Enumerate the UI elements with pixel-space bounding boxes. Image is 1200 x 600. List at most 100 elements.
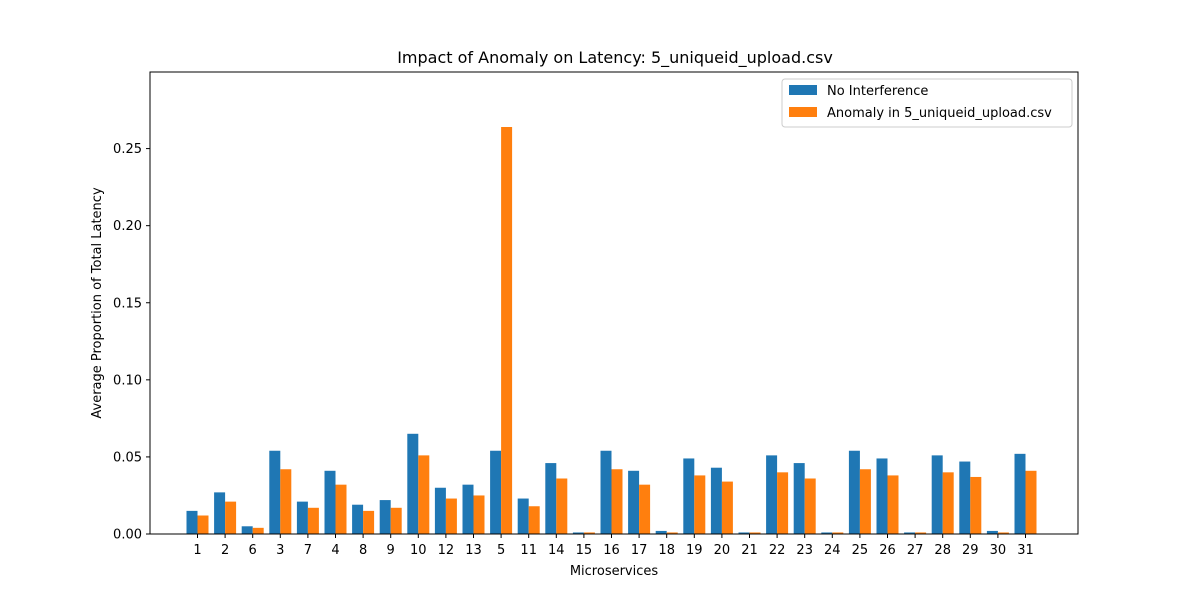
bar-no-interference-19 bbox=[683, 458, 695, 534]
x-tick-label: 24 bbox=[824, 543, 841, 558]
bar-anomaly-27 bbox=[915, 532, 927, 534]
bar-anomaly-4 bbox=[335, 484, 347, 534]
bar-anomaly-18 bbox=[666, 532, 678, 534]
bar-no-interference-31 bbox=[1014, 453, 1026, 534]
bar-anomaly-24 bbox=[832, 532, 844, 534]
x-tick-label: 27 bbox=[907, 543, 924, 558]
bar-anomaly-17 bbox=[639, 484, 651, 534]
bar-no-interference-27 bbox=[904, 532, 916, 534]
bar-no-interference-15 bbox=[572, 532, 584, 534]
bar-no-interference-8 bbox=[352, 504, 364, 534]
bar-anomaly-14 bbox=[556, 478, 568, 534]
x-tick-label: 4 bbox=[331, 543, 339, 558]
bar-no-interference-7 bbox=[296, 501, 308, 534]
bar-anomaly-1 bbox=[197, 515, 209, 534]
bar-no-interference-18 bbox=[655, 530, 667, 534]
legend-label-no-interference: No Interference bbox=[827, 84, 928, 99]
bar-no-interference-5 bbox=[490, 450, 502, 534]
bars-group bbox=[186, 127, 1037, 534]
bar-anomaly-11 bbox=[528, 506, 540, 534]
x-axis-ticks: 1 2 6 3 7 4 8 9 10 12 13 5 11 14 15 16 17 18 19 20 21 22 23 24 2… bbox=[193, 534, 1034, 558]
x-tick-label: 7 bbox=[304, 543, 312, 558]
x-tick-label: 10 bbox=[410, 543, 427, 558]
x-tick-label: 3 bbox=[276, 543, 284, 558]
x-tick-label: 20 bbox=[714, 543, 731, 558]
x-tick-label: 29 bbox=[962, 543, 979, 558]
x-tick-label: 30 bbox=[990, 543, 1007, 558]
bar-no-interference-26 bbox=[876, 458, 888, 534]
x-tick-label: 25 bbox=[852, 543, 869, 558]
legend-swatch-no-interference bbox=[789, 85, 817, 95]
x-axis-label: Microservices bbox=[570, 564, 659, 579]
y-tick-label: 0.15 bbox=[113, 296, 142, 311]
bar-no-interference-11 bbox=[517, 498, 529, 534]
bar-anomaly-30 bbox=[997, 532, 1009, 534]
bar-anomaly-31 bbox=[1025, 470, 1037, 534]
bar-anomaly-22 bbox=[777, 472, 789, 534]
bar-anomaly-20 bbox=[721, 481, 733, 534]
x-tick-label: 9 bbox=[387, 543, 395, 558]
bar-anomaly-3 bbox=[280, 469, 292, 534]
x-tick-label: 14 bbox=[548, 543, 565, 558]
bar-no-interference-10 bbox=[407, 433, 419, 534]
bar-anomaly-10 bbox=[418, 455, 430, 534]
x-tick-label: 16 bbox=[603, 543, 620, 558]
y-tick-label: 0.25 bbox=[113, 142, 142, 157]
bar-no-interference-12 bbox=[434, 487, 446, 534]
x-tick-label: 23 bbox=[796, 543, 813, 558]
bar-anomaly-7 bbox=[307, 507, 319, 534]
bar-anomaly-12 bbox=[445, 498, 457, 534]
y-tick-label: 0.10 bbox=[113, 373, 142, 388]
bar-no-interference-6 bbox=[241, 526, 253, 534]
bar-anomaly-21 bbox=[749, 532, 761, 534]
y-tick-label: 0.20 bbox=[113, 219, 142, 234]
bar-no-interference-13 bbox=[462, 484, 474, 534]
bar-anomaly-29 bbox=[970, 476, 982, 534]
x-tick-label: 21 bbox=[741, 543, 758, 558]
bar-anomaly-6 bbox=[252, 527, 264, 534]
bar-no-interference-30 bbox=[986, 530, 998, 534]
x-tick-label: 11 bbox=[520, 543, 537, 558]
x-tick-label: 17 bbox=[631, 543, 648, 558]
x-tick-label: 22 bbox=[769, 543, 786, 558]
bar-no-interference-17 bbox=[628, 470, 640, 534]
bar-no-interference-20 bbox=[710, 467, 722, 534]
y-axis-label: Average Proportion of Total Latency bbox=[90, 187, 105, 419]
x-tick-label: 8 bbox=[359, 543, 367, 558]
bar-anomaly-2 bbox=[225, 501, 237, 534]
y-axis-ticks: 0.00 0.05 0.10 0.15 0.20 0.25 bbox=[113, 142, 150, 543]
bar-no-interference-4 bbox=[324, 470, 336, 534]
legend: No Interference Anomaly in 5_uniqueid_up… bbox=[781, 78, 1073, 128]
bar-anomaly-19 bbox=[694, 475, 706, 534]
bar-no-interference-24 bbox=[821, 532, 833, 534]
bar-no-interference-22 bbox=[766, 455, 778, 534]
bar-anomaly-16 bbox=[611, 469, 623, 534]
bar-anomaly-8 bbox=[363, 510, 375, 534]
bar-anomaly-9 bbox=[390, 507, 402, 534]
bar-no-interference-14 bbox=[545, 463, 557, 534]
x-tick-label: 26 bbox=[879, 543, 896, 558]
bar-no-interference-25 bbox=[848, 450, 860, 534]
x-tick-label: 2 bbox=[221, 543, 229, 558]
bar-anomaly-23 bbox=[804, 478, 816, 534]
x-tick-label: 15 bbox=[576, 543, 593, 558]
x-tick-label: 28 bbox=[934, 543, 951, 558]
bar-anomaly-25 bbox=[859, 469, 871, 534]
bar-anomaly-15 bbox=[583, 532, 595, 534]
x-tick-label: 31 bbox=[1017, 543, 1034, 558]
legend-label-anomaly: Anomaly in 5_uniqueid_upload.csv bbox=[827, 106, 1052, 121]
plot-frame bbox=[149, 71, 1079, 535]
x-tick-label: 6 bbox=[249, 543, 257, 558]
x-tick-label: 19 bbox=[686, 543, 703, 558]
legend-frame bbox=[781, 78, 1073, 128]
bar-no-interference-9 bbox=[379, 500, 391, 534]
bar-no-interference-1 bbox=[186, 510, 198, 534]
chart-title: Impact of Anomaly on Latency: 5_uniqueid… bbox=[397, 48, 833, 68]
bar-anomaly-28 bbox=[942, 472, 954, 534]
bar-no-interference-23 bbox=[793, 463, 805, 534]
bar-no-interference-21 bbox=[738, 532, 750, 534]
bar-anomaly-26 bbox=[887, 475, 899, 534]
x-tick-label: 1 bbox=[193, 543, 201, 558]
bar-no-interference-29 bbox=[959, 461, 971, 534]
